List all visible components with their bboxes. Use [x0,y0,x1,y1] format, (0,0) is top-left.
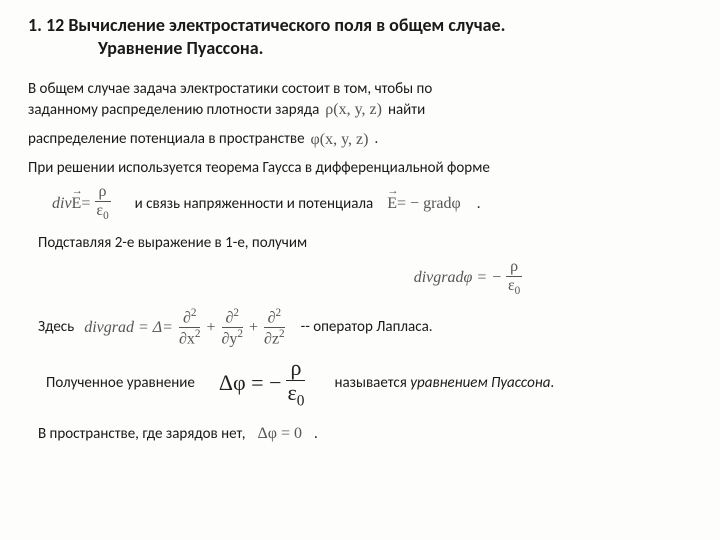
section-title: 1. 12 Вычисление электростатического пол… [28,14,692,61]
den-eps-1: ε0 [92,202,112,222]
formula-laplace-zero: Δφ = 0 [257,423,302,445]
E-grad-rhs: = − gradφ [397,193,461,215]
divgrad-lhs: divgrad = Δ= [84,317,173,339]
num-dx: ∂2 [179,308,201,328]
frac-d2dz2: ∂2 ∂z2 [260,308,289,348]
equation-line-laplace: Здесь divgrad = Δ= ∂2 ∂x2 + ∂2 ∂y2 + ∂2 … [28,308,692,348]
divgradphi-lhs: divgradφ = − [414,269,502,287]
p1-line4: При решении используется теорема Гаусса … [28,158,692,178]
num-rho-1: ρ [95,184,111,202]
formula-phi-xyz: φ(x, y, z) [311,129,369,151]
p1-l3-text-a: распределение потенциала в пространстве [28,129,305,149]
p1-l3-text-b: . [374,129,378,149]
p5-text-d: . [550,373,554,393]
paragraph-3: Подставляя 2-е выражение в 1-е, получим [28,233,692,253]
p5-text-b: называется [334,373,406,393]
p1-line1: В общем случае задача электростатики сос… [28,79,692,99]
p5-text-c: уравнением Пуассона [410,373,550,393]
dx-d: ∂x [179,330,195,347]
title-line-1: 1. 12 Вычисление электростатического пол… [28,14,692,37]
eps-sub-3: 0 [297,393,305,410]
frac-rho-eps-1: ρ ε0 [92,184,112,222]
p1-line2: заданному распределению плотности заряда… [28,99,692,121]
title-line-2: Уравнение Пуассона. [28,37,692,60]
plus-2: + [249,317,258,339]
d2-x: ∂ [183,309,191,326]
formula-divE: divE = ρ ε0 [52,184,115,222]
vector-E-1: E [72,193,82,215]
den-eps-2: ε0 [504,277,524,297]
eps-sub-2: 0 [515,285,521,297]
two-dy: 2 [237,328,243,340]
vector-E-2: E [387,193,397,215]
plus-1: + [206,317,215,339]
p1-l2-text-a: заданному распределению плотности заряда [28,100,319,120]
two-nz: 2 [275,307,281,319]
frac-d2dy2: ∂2 ∂y2 [218,308,248,348]
num-rho-2: ρ [506,259,522,277]
paragraph-1: В общем случае задача электростатики сос… [28,79,692,179]
frac-d2dx2: ∂2 ∂x2 [175,308,205,348]
equation-line-laplace-eq: В пространстве, где зарядов нет, Δφ = 0 … [28,423,692,445]
equation-line-divE: divE = ρ ε0 и связь напряженности и поте… [28,184,692,222]
num-dy: ∂2 [222,308,244,328]
den-dz: ∂z2 [260,328,289,347]
den-dx: ∂x2 [175,328,205,347]
formula-rho-xyz: ρ(x, y, z) [325,99,382,121]
p6-text-b: . [314,424,318,444]
den-dy: ∂y2 [218,328,248,347]
two-ny: 2 [233,307,239,319]
document-page: 1. 12 Вычисление электростатического пол… [0,0,720,463]
formula-laplacian: divgrad = Δ= ∂2 ∂x2 + ∂2 ∂y2 + ∂2 ∂z2 [84,308,290,348]
frac-rho-eps-3: ρ ε0 [284,357,309,409]
formula-divgradphi: divgradφ = − ρ ε0 [194,259,527,297]
num-dz: ∂2 [264,308,286,328]
formula-poisson: Δφ = − ρ ε0 [219,357,311,409]
formula-E-grad: E = − gradφ [387,193,461,215]
p5-text-a: Полученное уравнение [46,373,195,393]
frac-rho-eps-2: ρ ε0 [504,259,524,297]
eps-sub-1: 0 [103,211,109,223]
delta-phi-lhs: Δφ = − [219,368,282,398]
two-nx: 2 [191,307,197,319]
p4-text-b: -- оператор Лапласа. [301,317,433,337]
dz-d: ∂z [264,330,279,347]
p6-text-a: В пространстве, где зарядов нет, [38,424,245,444]
p1-l2-text-b: найти [388,100,425,120]
dy-d: ∂y [222,330,238,347]
equation-divgradphi: divgradφ = − ρ ε0 [28,259,692,297]
p1-line3: распределение потенциала в пространстве … [28,129,692,151]
num-rho-3: ρ [286,357,305,381]
two-dx: 2 [195,328,201,340]
div-text: div [52,193,72,215]
den-eps-3: ε0 [284,381,309,409]
eps-3: ε [288,380,297,405]
two-dz: 2 [279,328,285,340]
p4-text-a: Здесь [38,317,74,337]
p2-text-b: . [477,194,481,214]
equation-line-poisson: Полученное уравнение Δφ = − ρ ε0 называе… [28,357,692,409]
eps-2: ε [508,277,515,294]
p2-text-a: и связь напряженности и потенциала [135,194,374,214]
